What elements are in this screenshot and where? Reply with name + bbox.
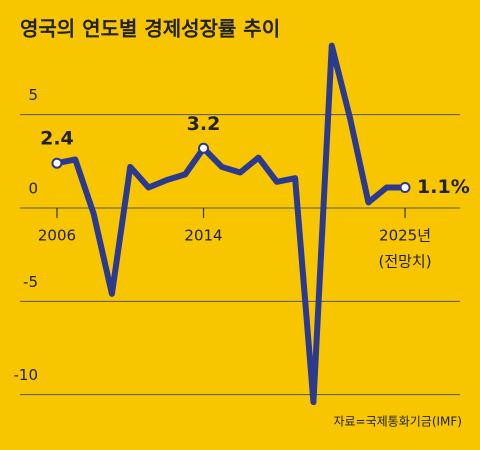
- chart-title: 영국의 연도별 경제성장률 추이: [20, 17, 280, 41]
- point-marker: [198, 142, 210, 154]
- value-label: 2.4: [40, 128, 74, 150]
- x-tick-label: 2006: [38, 227, 76, 245]
- point-marker: [51, 157, 63, 169]
- x-tick-label: 2014: [184, 227, 222, 245]
- y-tick-label: 5: [28, 86, 38, 104]
- forecast-note: (전망치): [378, 253, 431, 271]
- data-line: [56, 42, 406, 406]
- y-tick-label: -10: [14, 366, 39, 384]
- x-tick-label: 2025년: [379, 227, 431, 245]
- y-tick-label: -5: [23, 273, 38, 291]
- point-marker: [399, 181, 411, 193]
- y-tick-label: 0: [28, 180, 38, 198]
- value-label: 3.2: [187, 113, 221, 135]
- source-note: 자료=국제통화기금(IMF): [333, 415, 462, 429]
- value-label: 1.1%: [417, 176, 470, 198]
